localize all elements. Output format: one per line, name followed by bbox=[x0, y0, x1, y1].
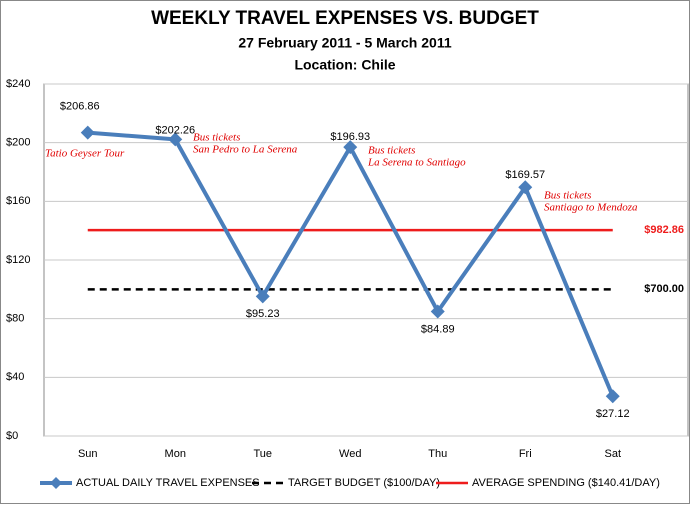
annotation: San Pedro to La Serena bbox=[193, 144, 298, 156]
data-point bbox=[605, 389, 620, 404]
y-tick-label: $200 bbox=[6, 137, 30, 149]
reference-total: $700.00 bbox=[644, 283, 684, 295]
data-point bbox=[430, 304, 445, 319]
chart-subtitle: 27 February 2011 - 5 March 2011 bbox=[238, 35, 451, 51]
y-tick-label: $40 bbox=[6, 371, 24, 383]
data-point bbox=[255, 289, 270, 304]
chart-title: WEEKLY TRAVEL EXPENSES VS. BUDGET bbox=[151, 8, 539, 29]
annotation: Bus tickets bbox=[544, 190, 591, 202]
x-tick-label: Mon bbox=[165, 448, 186, 460]
annotation: Bus tickets bbox=[193, 132, 240, 144]
data-label: $196.93 bbox=[330, 131, 370, 143]
data-point bbox=[518, 180, 533, 195]
annotation: La Serena to Santiago bbox=[367, 157, 466, 169]
reference-total: $982.86 bbox=[644, 224, 684, 236]
annotation: Bus tickets bbox=[368, 145, 415, 157]
y-tick-label: $160 bbox=[6, 195, 30, 207]
y-tick-label: $120 bbox=[6, 254, 30, 266]
data-label: $84.89 bbox=[421, 323, 455, 335]
chart-location: Location: Chile bbox=[294, 57, 395, 73]
x-tick-label: Fri bbox=[519, 448, 532, 460]
y-tick-label: $0 bbox=[6, 430, 18, 442]
x-tick-label: Sat bbox=[604, 448, 621, 460]
data-label: $27.12 bbox=[596, 408, 630, 420]
x-tick-label: Wed bbox=[339, 448, 361, 460]
data-label: $202.26 bbox=[155, 124, 195, 136]
data-label: $169.57 bbox=[505, 169, 545, 181]
data-point bbox=[80, 125, 95, 140]
y-tick-label: $240 bbox=[6, 78, 30, 90]
annotation: Tatio Geyser Tour bbox=[45, 148, 125, 160]
data-label: $206.86 bbox=[60, 101, 100, 113]
annotation: Santiago to Mendoza bbox=[544, 202, 638, 214]
y-tick-label: $80 bbox=[6, 313, 24, 325]
legend-label: AVERAGE SPENDING ($140.41/DAY) bbox=[472, 477, 660, 489]
x-tick-label: Tue bbox=[253, 448, 272, 460]
x-tick-label: Thu bbox=[428, 448, 447, 460]
x-tick-label: Sun bbox=[78, 448, 98, 460]
data-point bbox=[168, 132, 183, 147]
legend-label: ACTUAL DAILY TRAVEL EXPENSES bbox=[76, 477, 260, 489]
legend-marker bbox=[50, 477, 62, 489]
data-label: $95.23 bbox=[246, 308, 280, 320]
legend-label: TARGET BUDGET ($100/DAY) bbox=[288, 477, 440, 489]
data-point bbox=[343, 140, 358, 155]
